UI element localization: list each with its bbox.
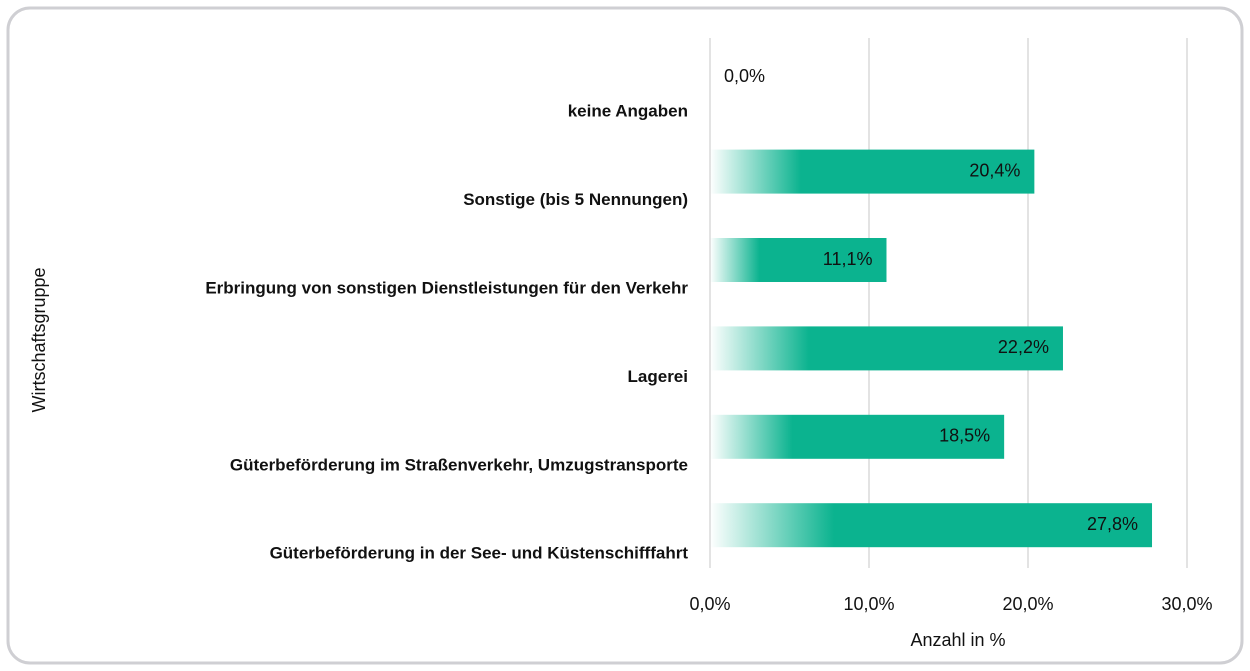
value-label: 22,2% xyxy=(998,337,1049,357)
value-label: 20,4% xyxy=(969,160,1020,180)
y-axis-title: Wirtschaftsgruppe xyxy=(29,267,49,412)
bar xyxy=(710,238,887,282)
value-label: 18,5% xyxy=(939,426,990,446)
y-tick-label: keine Angaben xyxy=(568,102,688,121)
y-tick-label: Lagerei xyxy=(628,367,688,386)
value-label: 11,1% xyxy=(823,249,873,269)
y-tick-label: Güterbeförderung im Straßenverkehr, Umzu… xyxy=(230,455,688,474)
bar xyxy=(710,326,1063,371)
x-tick-label: 0,0% xyxy=(689,594,730,614)
bar xyxy=(710,503,1153,548)
y-tick-label: Güterbeförderung in der See- und Küstens… xyxy=(270,544,689,563)
y-tick-label: Sonstige (bis 5 Nennungen) xyxy=(463,190,688,209)
bar xyxy=(710,149,1035,194)
x-tick-label: 30,0% xyxy=(1161,594,1212,614)
x-tick-label: 20,0% xyxy=(1002,594,1053,614)
x-tick-label: 10,0% xyxy=(843,594,894,614)
value-label: 27,8% xyxy=(1087,514,1138,534)
bar xyxy=(710,414,1005,459)
y-tick-label: Erbringung von sonstigen Dienstleistunge… xyxy=(205,278,688,297)
value-label: 0,0% xyxy=(724,66,765,86)
x-axis-title: Anzahl in % xyxy=(910,630,1005,650)
